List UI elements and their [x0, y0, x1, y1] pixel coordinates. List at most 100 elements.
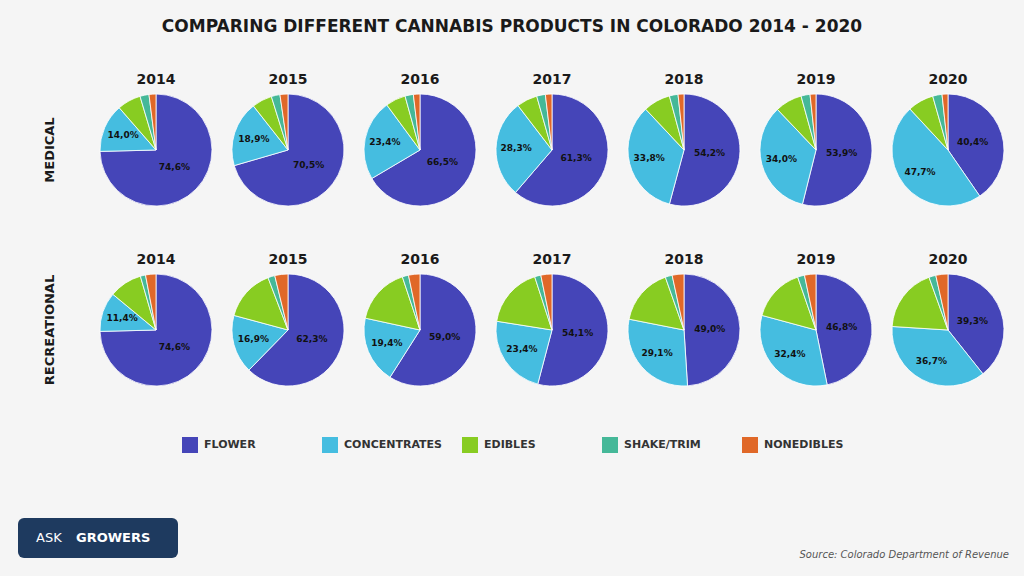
pie-title: 2018 [665, 71, 704, 87]
pie-slice [810, 94, 816, 150]
legend-entry: NONEDIBLES [764, 438, 843, 451]
pie-slice [933, 94, 948, 150]
background [0, 0, 1024, 576]
data-label: 36,7% [916, 356, 947, 366]
logo-box [18, 518, 178, 558]
legend-swatch [462, 437, 478, 453]
data-label: 34,0% [766, 154, 797, 164]
pie-title: 2015 [269, 251, 308, 267]
legend-swatch [742, 437, 758, 453]
pie: 2020 40,4% 47,7% [892, 71, 1004, 206]
pie-title: 2014 [137, 71, 176, 87]
pie-slice [100, 274, 212, 386]
data-label: 29,1% [641, 348, 672, 358]
pie-slice [140, 275, 156, 330]
legend-swatch [322, 437, 338, 453]
pie-slice [280, 94, 288, 150]
logo: ASK GROWERS [18, 518, 178, 558]
source: Source: Colorado Department of Revenue [799, 549, 1009, 560]
pie-title: 2020 [929, 251, 968, 267]
pie-title: 2019 [797, 71, 836, 87]
pie-slice [678, 94, 684, 150]
pie-slice [100, 94, 212, 206]
pie-slice [275, 274, 288, 330]
chart: COMPARING DIFFERENT CANNABIS PRODUCTS IN… [0, 0, 1024, 576]
pie-title: 2019 [797, 251, 836, 267]
pie-slice [408, 274, 420, 330]
pie-title: 2015 [269, 71, 308, 87]
data-label: 39,3% [957, 316, 988, 326]
pie: 2018 54,2% 33,8% [628, 71, 740, 206]
pie-title: 2020 [929, 71, 968, 87]
logo-text: ASK [36, 530, 62, 545]
data-label: 23,4% [506, 344, 537, 354]
pie: 201666,5%23,4% [364, 71, 476, 206]
pie-slice [496, 321, 552, 384]
pie: 2014 74,6% 14,0% [100, 71, 212, 206]
data-label: 16,9% [238, 334, 269, 344]
legend-swatch [602, 437, 618, 453]
pie-slice [760, 315, 827, 386]
pie-slice [942, 94, 948, 150]
legend-entry: CONCENTRATES [344, 438, 442, 451]
data-label: 32,4% [774, 349, 805, 359]
legend-entry: EDIBLES [484, 438, 536, 451]
pie-title: 2014 [137, 251, 176, 267]
data-label: 11,4% [107, 313, 138, 323]
pie-slice [149, 94, 156, 150]
data-label: 59,0% [429, 332, 460, 342]
pie: 2015 62,3% 16,9% [232, 251, 344, 386]
pie-slice [801, 94, 816, 150]
pie-slice [413, 94, 420, 150]
row-label: MEDICAL [42, 117, 57, 182]
pie-title: 2018 [665, 251, 704, 267]
data-label: 54,1% [562, 328, 593, 338]
pie: 2017 54,1% 23,4% [496, 251, 608, 386]
pie-slice [271, 95, 288, 150]
data-label: 74,6% [159, 342, 190, 352]
data-label: 47,7% [904, 167, 935, 177]
pie: 2020 39,3% 36,7% [892, 251, 1004, 386]
pie: 2018 49,0% 29,1% [628, 251, 740, 386]
pie-slice [804, 274, 816, 330]
pie: 2015 70,5% 18,9% [232, 71, 344, 206]
data-label: 19,4% [371, 338, 402, 348]
pie-slice [892, 326, 983, 386]
data-label: 23,4% [369, 137, 400, 147]
data-label: 18,9% [238, 134, 269, 144]
data-label: 61,3% [561, 153, 592, 163]
data-label: 33,8% [634, 153, 665, 163]
legend-swatch [182, 437, 198, 453]
data-label: 54,2% [694, 148, 725, 158]
data-label: 49,0% [694, 324, 725, 334]
row-label: RECREATIONAL [42, 275, 57, 385]
pie-slice [936, 274, 948, 330]
pie: 2016 59,0% 19,4% [364, 251, 476, 386]
title: COMPARING DIFFERENT CANNABIS PRODUCTS IN… [162, 16, 862, 36]
pie-slice [684, 274, 740, 386]
data-label: 74,6% [159, 162, 190, 172]
logo-text: GROWERS [76, 530, 150, 545]
data-label: 46,8% [826, 322, 857, 332]
pie-title: 2016 [401, 251, 440, 267]
pie: 201953,9%34,0% [760, 71, 872, 206]
pie-slice [672, 274, 684, 330]
pie-title: 2017 [533, 71, 572, 87]
legend: FLOWERCONCENTRATESEDIBLESSHAKE/TRIMNONED… [182, 437, 843, 453]
data-label: 28,3% [501, 143, 532, 153]
data-label: 14,0% [108, 130, 139, 140]
pie-slice [541, 274, 552, 330]
pie-slice [545, 94, 552, 150]
data-label: 40,4% [957, 137, 988, 147]
pie-slice [146, 274, 156, 330]
legend-entry: SHAKE/TRIM [624, 438, 701, 451]
data-label: 70,5% [293, 160, 324, 170]
data-label: 62,3% [296, 334, 327, 344]
pie-slice [816, 274, 872, 385]
pie: 2014 74,6% 11,4% [100, 251, 212, 386]
pie-title: 2017 [533, 251, 572, 267]
pie: 2017 61,3% 28,3% [496, 71, 608, 206]
data-label: 66,5% [427, 157, 458, 167]
pie: 2019 46,8% 32,4% [760, 251, 872, 386]
pie-slice [140, 94, 156, 150]
